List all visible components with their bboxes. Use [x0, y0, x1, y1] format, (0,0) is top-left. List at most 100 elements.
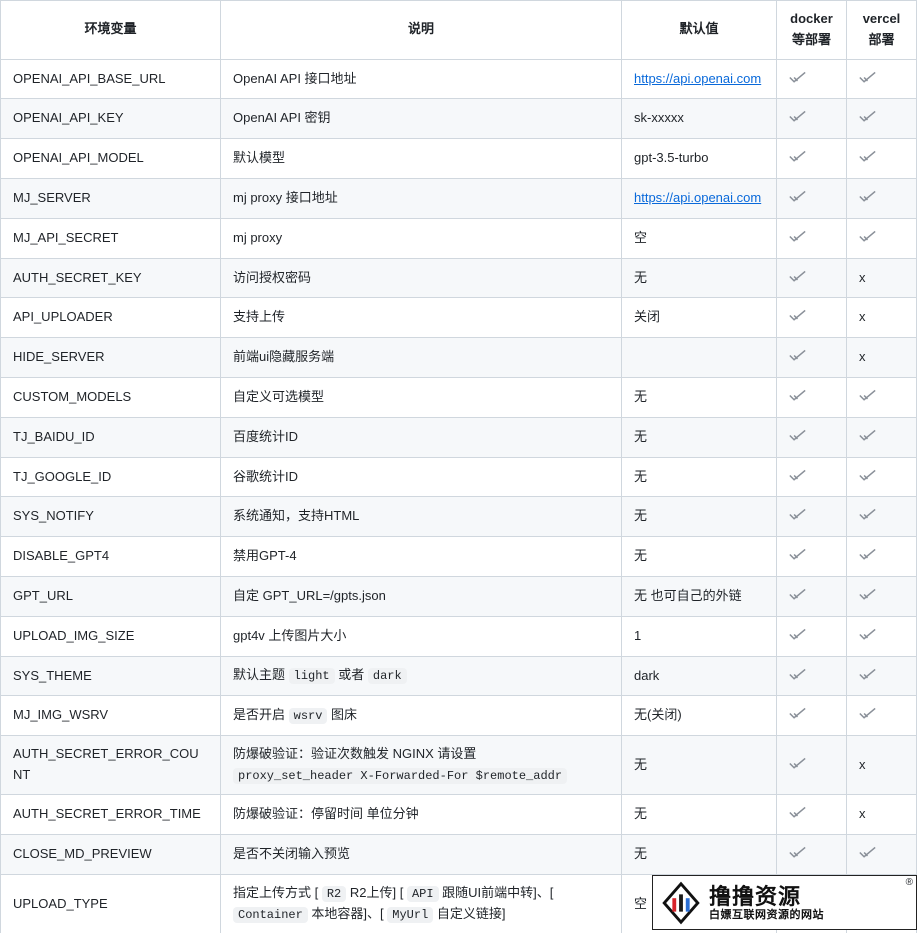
cell-default: 1 — [622, 616, 777, 656]
cell-default: dark — [622, 656, 777, 696]
watermark-logo-icon — [657, 879, 705, 927]
cell-desc: 谷歌统计ID — [221, 457, 622, 497]
cell-vercel — [847, 616, 917, 656]
cell-vercel — [847, 59, 917, 99]
cell-docker — [777, 258, 847, 298]
text-segment: 无 — [634, 389, 647, 404]
text-segment: 系统通知，支持HTML — [233, 508, 359, 523]
check-icon — [789, 309, 806, 325]
text-segment: 是否开启 — [233, 707, 289, 722]
default-link[interactable]: https://api.openai.com — [634, 190, 761, 205]
cell-default: 无 — [622, 497, 777, 537]
cell-vercel: x — [847, 736, 917, 795]
cell-desc: 指定上传方式 [ R2 R2上传] [ API 跟随UI前端中转]、[ Cont… — [221, 874, 622, 933]
cell-desc: 系统通知，支持HTML — [221, 497, 622, 537]
cell-env: MJ_IMG_WSRV — [1, 696, 221, 736]
header-vercel: vercel部署 — [847, 1, 917, 60]
text-segment: OpenAI API 接口地址 — [233, 71, 357, 86]
header-desc: 说明 — [221, 1, 622, 60]
text-segment: 无 — [634, 270, 647, 285]
watermark-subtitle: 白嫖互联网资源的网站 — [709, 909, 824, 922]
cell-docker — [777, 576, 847, 616]
cell-desc: mj proxy — [221, 218, 622, 258]
table-header-row: 环境变量 说明 默认值 docker等部署 vercel部署 — [1, 1, 917, 60]
inline-code: Container — [233, 907, 308, 923]
cell-docker — [777, 218, 847, 258]
text-segment: 禁用GPT-4 — [233, 548, 297, 563]
cell-default: 无 — [622, 457, 777, 497]
cell-docker — [777, 417, 847, 457]
check-icon — [789, 548, 806, 564]
check-icon — [789, 588, 806, 604]
inline-code: API — [407, 886, 439, 902]
cell-desc: 防爆破验证：验证次数触发 NGINX 请设置 proxy_set_header … — [221, 736, 622, 795]
cell-docker — [777, 338, 847, 378]
check-icon — [789, 230, 806, 246]
table-row: AUTH_SECRET_KEY访问授权密码无x — [1, 258, 917, 298]
cell-desc: 支持上传 — [221, 298, 622, 338]
cell-docker — [777, 696, 847, 736]
cell-vercel — [847, 656, 917, 696]
text-segment: 无 — [634, 508, 647, 523]
text-segment: 是否不关闭输入预览 — [233, 846, 350, 861]
cell-docker — [777, 537, 847, 577]
cell-vercel — [847, 457, 917, 497]
cell-vercel — [847, 537, 917, 577]
check-icon — [789, 508, 806, 524]
cell-vercel — [847, 99, 917, 139]
inline-code: R2 — [322, 886, 346, 902]
cell-env: TJ_GOOGLE_ID — [1, 457, 221, 497]
text-segment: 跟随UI前端中转]、[ — [439, 885, 554, 900]
cell-env: CLOSE_MD_PREVIEW — [1, 834, 221, 874]
text-segment: 前端ui隐藏服务端 — [233, 349, 334, 364]
table-row: MJ_API_SECRETmj proxy空 — [1, 218, 917, 258]
table-row: AUTH_SECRET_ERROR_COUNT防爆破验证：验证次数触发 NGIN… — [1, 736, 917, 795]
text-segment: R2上传] [ — [346, 885, 407, 900]
cell-vercel: x — [847, 795, 917, 835]
cell-default: https://api.openai.com — [622, 59, 777, 99]
text-segment: mj proxy 接口地址 — [233, 190, 338, 205]
check-icon — [789, 270, 806, 286]
check-icon — [859, 668, 876, 684]
check-icon — [859, 110, 876, 126]
x-mark: x — [859, 349, 866, 364]
text-segment: 图床 — [327, 707, 357, 722]
check-icon — [859, 548, 876, 564]
cell-docker — [777, 834, 847, 874]
cell-docker — [777, 377, 847, 417]
cell-desc: gpt4v 上传图片大小 — [221, 616, 622, 656]
text-segment: 无 — [634, 429, 647, 444]
table-row: SYS_THEME默认主题 light 或者 darkdark — [1, 656, 917, 696]
cell-env: SYS_THEME — [1, 656, 221, 696]
text-segment: 无 — [634, 757, 647, 772]
cell-desc: 访问授权密码 — [221, 258, 622, 298]
inline-code: light — [289, 668, 335, 684]
cell-desc: 默认主题 light 或者 dark — [221, 656, 622, 696]
text-segment: 无 — [634, 846, 647, 861]
cell-env: SYS_NOTIFY — [1, 497, 221, 537]
text-segment: sk-xxxxx — [634, 110, 684, 125]
inline-code: wsrv — [289, 708, 328, 724]
cell-env: AUTH_SECRET_ERROR_COUNT — [1, 736, 221, 795]
check-icon — [859, 389, 876, 405]
cell-env: OPENAI_API_KEY — [1, 99, 221, 139]
cell-vercel — [847, 417, 917, 457]
cell-env: TJ_BAIDU_ID — [1, 417, 221, 457]
check-icon — [859, 190, 876, 206]
default-link[interactable]: https://api.openai.com — [634, 71, 761, 86]
check-icon — [789, 389, 806, 405]
cell-vercel — [847, 377, 917, 417]
table-row: UPLOAD_IMG_SIZEgpt4v 上传图片大小1 — [1, 616, 917, 656]
cell-desc: mj proxy 接口地址 — [221, 178, 622, 218]
cell-env: OPENAI_API_BASE_URL — [1, 59, 221, 99]
text-segment: 或者 — [335, 667, 368, 682]
check-icon — [789, 469, 806, 485]
table-row: MJ_SERVERmj proxy 接口地址https://api.openai… — [1, 178, 917, 218]
check-icon — [789, 71, 806, 87]
cell-env: AUTH_SECRET_KEY — [1, 258, 221, 298]
cell-docker — [777, 656, 847, 696]
check-icon — [789, 190, 806, 206]
cell-desc: 前端ui隐藏服务端 — [221, 338, 622, 378]
text-segment: 默认模型 — [233, 150, 285, 165]
text-segment: 防爆破验证：停留时间 单位分钟 — [233, 806, 419, 821]
